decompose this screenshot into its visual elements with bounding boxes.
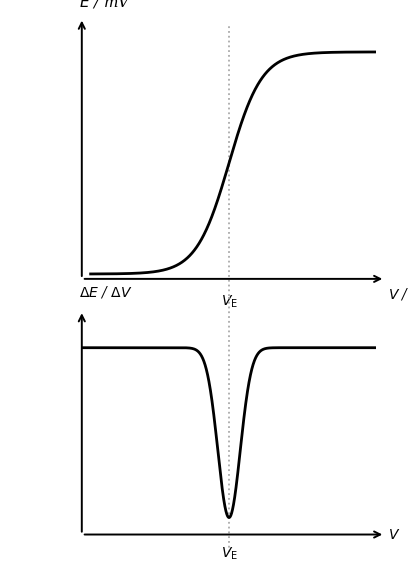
- Text: $\Delta E$ / $\Delta V$: $\Delta E$ / $\Delta V$: [79, 285, 133, 300]
- Text: $V_\mathrm{E}$: $V_\mathrm{E}$: [220, 293, 238, 310]
- Text: $E$ / mV: $E$ / mV: [79, 0, 132, 10]
- Text: $V$: $V$: [388, 528, 400, 541]
- Text: $V_\mathrm{E}$: $V_\mathrm{E}$: [220, 546, 238, 562]
- Text: $V$ / mL: $V$ / mL: [388, 286, 409, 302]
